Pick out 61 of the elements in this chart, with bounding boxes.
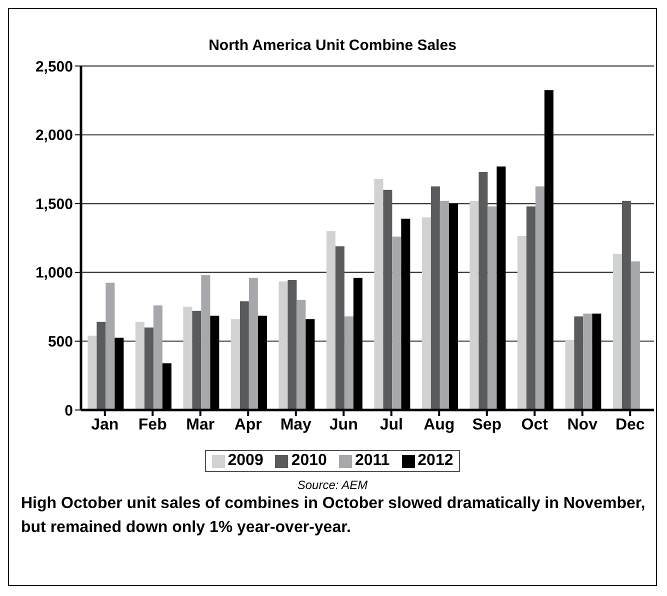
- bar: [526, 206, 536, 410]
- x-tick-label: Jul: [380, 416, 403, 434]
- bar: [630, 261, 640, 410]
- bar: [248, 278, 258, 410]
- bar: [230, 319, 240, 410]
- bar: [565, 340, 574, 410]
- y-tick-label: 2,500: [35, 58, 73, 76]
- bar: [470, 200, 479, 410]
- bar: [374, 178, 384, 410]
- bar: [335, 246, 344, 410]
- x-tick-label: Dec: [615, 416, 645, 434]
- x-tick-label: Jun: [329, 416, 358, 434]
- x-tick-label: Oct: [521, 416, 549, 434]
- bar: [144, 327, 154, 410]
- x-tick-label: Feb: [138, 416, 168, 434]
- bar: [135, 322, 144, 410]
- x-tick-label: May: [280, 416, 312, 434]
- bar: [488, 206, 497, 410]
- bar: [201, 275, 210, 410]
- bar: [278, 281, 288, 410]
- bar: [383, 190, 392, 410]
- chart-title: North America Unit Combine Sales: [208, 37, 458, 54]
- bar: [326, 231, 336, 410]
- legend-label: 2011: [354, 452, 390, 470]
- bar: [535, 186, 544, 410]
- x-tick-label: Nov: [567, 416, 598, 434]
- source-note: Source: AEM: [296, 478, 369, 492]
- y-tick-label: 1,500: [35, 196, 73, 213]
- legend-label: 2010: [290, 452, 327, 470]
- x-tick-label: Aug: [424, 416, 455, 434]
- x-tick-label: Mar: [186, 416, 215, 434]
- legend-label: 2012: [416, 452, 454, 470]
- x-tick-label: Apr: [234, 416, 262, 434]
- bar: [296, 300, 306, 410]
- y-tick-label: 1,000: [35, 264, 73, 282]
- bar: [612, 254, 622, 410]
- x-tick-label: Sep: [472, 416, 502, 434]
- y-tick-label: 0: [64, 402, 73, 420]
- bar: [478, 172, 488, 410]
- bar: [430, 186, 440, 410]
- bar: [183, 306, 192, 410]
- bar: [517, 236, 526, 410]
- bar: [392, 236, 402, 410]
- y-tick-label: 2,000: [35, 127, 73, 144]
- bar: [440, 200, 449, 410]
- bar: [192, 310, 202, 410]
- bar: [583, 314, 592, 410]
- y-tick-label: 500: [48, 334, 73, 351]
- bar: [153, 305, 162, 410]
- bar: [344, 316, 354, 410]
- bar: [96, 322, 106, 410]
- bar: [422, 217, 431, 410]
- bar: [88, 336, 97, 410]
- text: High October unit sales of combines in October slowed dramatically in November, but remained down only 1% year-over-year.: [20, 494, 646, 538]
- legend-label: 2009: [226, 452, 264, 470]
- x-tick-label: Jan: [91, 416, 119, 434]
- bar: [622, 200, 631, 410]
- bar: [240, 301, 249, 410]
- bar: [574, 316, 584, 410]
- bar: [106, 282, 115, 410]
- bar: [288, 280, 297, 410]
